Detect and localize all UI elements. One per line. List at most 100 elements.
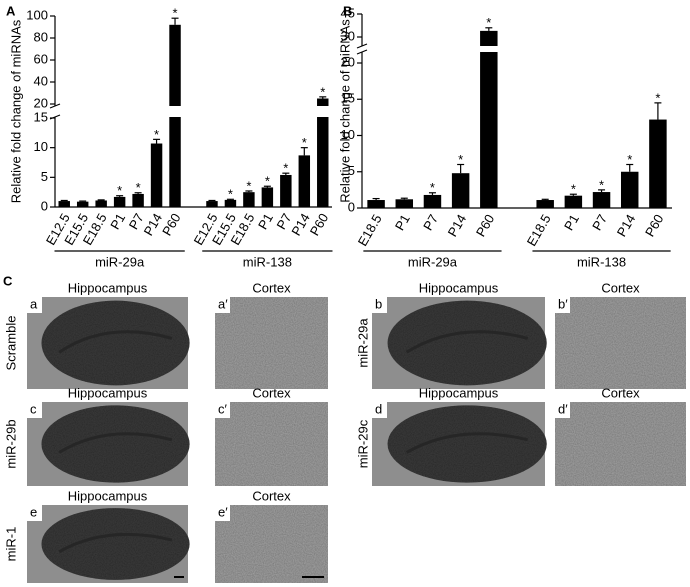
hippocampus-layer [58, 432, 173, 454]
y-tick-label: 0 [348, 199, 355, 214]
significance-marker: * [154, 127, 159, 142]
significance-marker: * [117, 183, 122, 198]
cortex-section [215, 505, 328, 583]
significance-marker: * [430, 180, 435, 195]
bar [261, 187, 274, 207]
image-title: Cortex [601, 385, 640, 400]
bar [76, 201, 89, 207]
group-label: miR-138 [243, 254, 292, 269]
y-tick-label: 5 [41, 169, 48, 184]
image-letter-box [27, 402, 42, 418]
y-axis-label: Relative fold change of miRNAs [8, 19, 23, 203]
significance-marker: * [246, 178, 251, 193]
y-tick-label: 40 [34, 73, 48, 88]
bar [620, 171, 639, 208]
cortex-section [555, 402, 686, 486]
image-title: Hippocampus [419, 280, 499, 295]
axis-break-mark [356, 43, 368, 55]
image-letter: e [30, 504, 37, 519]
row-label: Scramble [3, 316, 18, 371]
x-tick-label: P1 [255, 211, 276, 232]
image-letter: d [375, 401, 382, 416]
axis-break-gap [354, 46, 674, 52]
image-letter-box [27, 505, 42, 521]
hippocampus-layer [405, 432, 529, 454]
x-tick-label: P14 [141, 211, 166, 239]
panel-label: C [3, 273, 13, 288]
y-tick-label: 10 [34, 139, 48, 154]
y-tick-label: 0 [41, 198, 48, 213]
bar [280, 174, 292, 207]
y-tick-label: 15 [341, 91, 355, 106]
bar [206, 201, 218, 207]
row-label: miR-29c [355, 419, 370, 468]
group-label: miR-29a [408, 254, 458, 269]
significance-marker: * [599, 177, 604, 192]
bar [298, 155, 311, 207]
image-letter: b [375, 296, 382, 311]
bar [132, 193, 144, 207]
x-tick-label: P7 [273, 211, 294, 232]
significance-marker: * [458, 152, 463, 167]
x-tick-label: P60 [159, 211, 184, 239]
y-tick-label: 80 [34, 29, 48, 44]
axis-break-mark [49, 103, 61, 120]
image-title: Hippocampus [68, 280, 148, 295]
significance-marker: * [228, 187, 233, 202]
bar [58, 201, 70, 207]
bar [395, 199, 414, 208]
x-tick-label: P1 [107, 211, 128, 232]
bar [451, 173, 470, 208]
significance-marker: * [320, 84, 325, 99]
y-tick-label: 20 [341, 54, 355, 69]
image-letter-box [215, 505, 230, 521]
bar [113, 196, 126, 207]
significance-marker: * [571, 182, 576, 197]
x-tick-label: E18.5 [355, 212, 385, 249]
x-tick-label: P1 [561, 212, 582, 233]
image-title: Cortex [252, 385, 291, 400]
panel-label: A [6, 3, 16, 18]
group-label: miR-138 [577, 254, 626, 269]
row-label: miR-1 [3, 527, 18, 562]
significance-marker: * [486, 15, 491, 30]
y-tick-label: 10 [341, 127, 355, 142]
x-tick-label: P14 [445, 212, 470, 240]
image-title: Hippocampus [68, 385, 148, 400]
image-title: Cortex [252, 488, 291, 503]
x-tick-label: E18.5 [524, 212, 554, 249]
hippocampus-section [387, 300, 547, 386]
x-tick-label: P7 [420, 212, 441, 233]
image-letter: e′ [218, 504, 228, 519]
x-tick-label: P60 [642, 212, 667, 240]
image-letter: c′ [218, 401, 228, 416]
image-letter-box [372, 297, 387, 313]
row-label: miR-29b [3, 419, 18, 468]
bar [367, 200, 385, 208]
significance-marker: * [655, 90, 660, 105]
x-tick-label: P60 [307, 211, 332, 239]
image-letter-box [27, 297, 42, 313]
bar [564, 195, 583, 208]
y-tick-label: 5 [348, 163, 355, 178]
image-letter-box [215, 297, 230, 313]
bar [243, 192, 255, 207]
hippocampus-layer [58, 532, 173, 554]
x-tick-label: P7 [126, 211, 147, 232]
y-tick-label: 60 [34, 51, 48, 66]
hippocampus-section [387, 405, 547, 483]
y-tick-label: 45 [341, 5, 355, 20]
cortex-section [215, 402, 328, 486]
y-tick-label: 20 [34, 95, 48, 110]
image-letter-box [555, 402, 570, 418]
image-letter: d′ [558, 401, 568, 416]
image-letter: a′ [218, 296, 228, 311]
x-tick-label: P1 [392, 212, 413, 233]
image-title: Hippocampus [419, 385, 499, 400]
significance-marker: * [302, 135, 307, 150]
axis-break-gap [47, 106, 334, 117]
y-tick-label: 100 [26, 7, 48, 22]
significance-marker: * [136, 180, 141, 195]
image-letter: b′ [558, 296, 568, 311]
